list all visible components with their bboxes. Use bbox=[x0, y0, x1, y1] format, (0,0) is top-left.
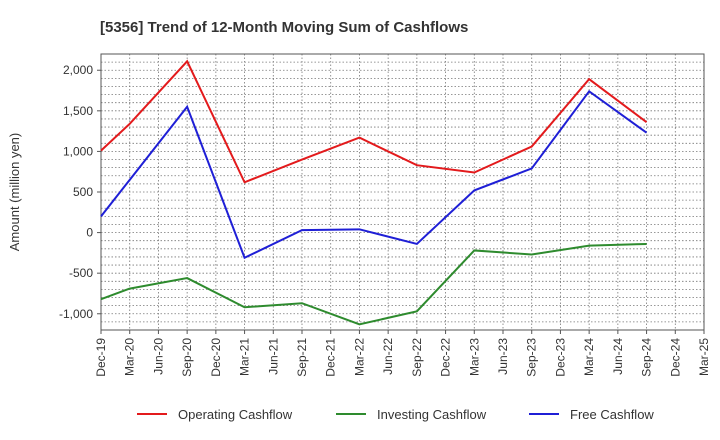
x-tick-label: Dec-19 bbox=[94, 338, 108, 377]
y-tick-label: 1,000 bbox=[63, 144, 93, 158]
x-tick-label: Jun-23 bbox=[496, 338, 510, 375]
series-line-operating-cashflow bbox=[100, 59, 648, 184]
legend: Operating Cashflow Investing Cashflow Free… bbox=[137, 407, 654, 422]
x-tick-label: Sep-20 bbox=[180, 338, 194, 377]
x-tick-label: Mar-25 bbox=[697, 338, 711, 376]
x-tick-label: Dec-24 bbox=[668, 338, 682, 377]
series-line-investing-cashflow bbox=[100, 242, 647, 326]
x-tick-label: Dec-22 bbox=[439, 338, 453, 377]
x-tick-label: Mar-23 bbox=[467, 338, 481, 376]
x-tick-label: Dec-21 bbox=[324, 338, 338, 377]
legend-label: Free Cashflow bbox=[570, 407, 654, 422]
y-tick-label: 1,500 bbox=[63, 104, 93, 118]
y-axis-ticks: -1,000 -500 0 500 1,000 1,500 2,000 bbox=[59, 63, 101, 321]
x-tick-label: Jun-21 bbox=[266, 338, 280, 375]
x-tick-label: Sep-21 bbox=[295, 338, 309, 377]
y-tick-label: 0 bbox=[86, 226, 93, 240]
y-tick-label: -500 bbox=[69, 266, 93, 280]
y-tick-label: -1,000 bbox=[59, 307, 93, 321]
y-axis-label: Amount (million yen) bbox=[7, 133, 22, 252]
series-line-free-cashflow bbox=[100, 89, 648, 260]
x-tick-label: Mar-21 bbox=[238, 338, 252, 376]
x-tick-label: Sep-22 bbox=[410, 338, 424, 377]
x-tick-label: Mar-24 bbox=[582, 338, 596, 376]
x-tick-label: Jun-20 bbox=[151, 338, 165, 375]
x-tick-label: Dec-20 bbox=[209, 338, 223, 377]
y-tick-label: 500 bbox=[73, 185, 93, 199]
x-tick-label: Sep-23 bbox=[525, 338, 539, 377]
series-lines bbox=[100, 59, 648, 326]
x-tick-label: Dec-23 bbox=[553, 338, 567, 377]
x-tick-label: Jun-22 bbox=[381, 338, 395, 375]
y-tick-label: 2,000 bbox=[63, 63, 93, 77]
x-tick-label: Mar-20 bbox=[123, 338, 137, 376]
x-tick-label: Jun-24 bbox=[611, 338, 625, 375]
x-tick-label: Mar-22 bbox=[352, 338, 366, 376]
x-tick-label: Sep-24 bbox=[640, 338, 654, 377]
legend-label: Operating Cashflow bbox=[178, 407, 293, 422]
legend-label: Investing Cashflow bbox=[377, 407, 487, 422]
chart-title: [5356] Trend of 12-Month Moving Sum of C… bbox=[100, 19, 468, 36]
grid bbox=[100, 54, 705, 330]
x-axis-ticks: Dec-19 Mar-20 Jun-20 Sep-20 Dec-20 Mar-21 Jun-… bbox=[94, 330, 711, 377]
